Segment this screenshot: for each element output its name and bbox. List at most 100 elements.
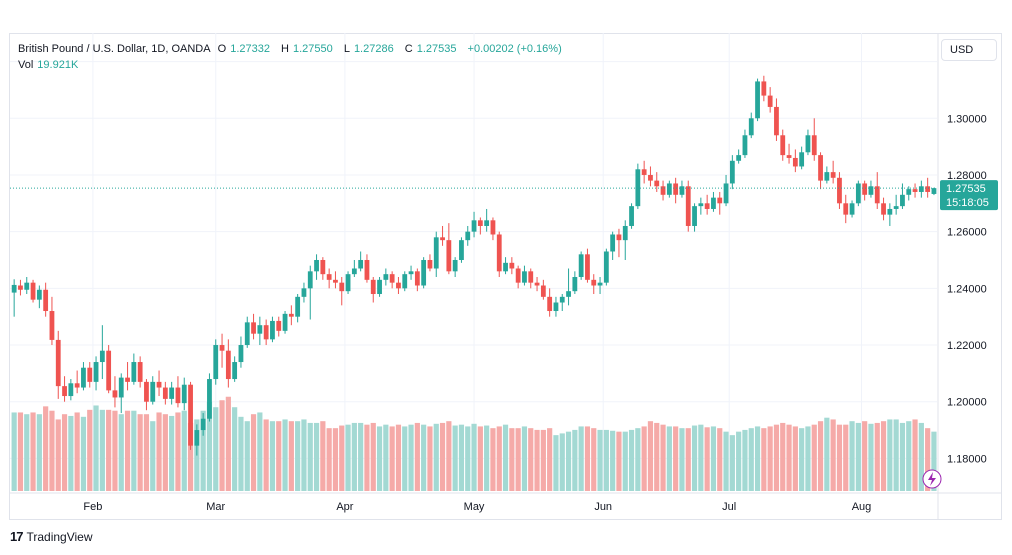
- volume-bar: [55, 419, 61, 491]
- volume-bar: [906, 421, 912, 491]
- candle-body: [282, 313, 288, 331]
- volume-bar: [868, 423, 874, 491]
- volume-bar: [767, 426, 773, 491]
- candle-body: [440, 237, 445, 241]
- candle-body: [270, 320, 275, 340]
- candle-body: [786, 155, 792, 158]
- candle-body: [333, 279, 338, 283]
- volume-bar: [213, 407, 219, 491]
- candle-body: [232, 362, 238, 380]
- volume-bar: [80, 416, 87, 491]
- volume-bar: [654, 422, 660, 491]
- volume-bar: [799, 428, 805, 491]
- volume-bar: [238, 416, 244, 491]
- candle-body: [761, 81, 767, 96]
- currency-button[interactable]: USD: [941, 39, 997, 61]
- candle-body: [503, 262, 508, 272]
- candle-body: [774, 106, 779, 136]
- volume-bar: [836, 424, 843, 491]
- x-tick-label: Aug: [852, 501, 872, 513]
- candle-body: [181, 384, 187, 404]
- volume-bar: [673, 426, 679, 491]
- candle-body: [106, 350, 112, 391]
- candle-body: [578, 254, 584, 277]
- volume-bar: [817, 421, 824, 491]
- x-tick-label: Feb: [83, 501, 102, 513]
- candle-body: [528, 271, 534, 283]
- candle-body: [465, 231, 471, 241]
- candle-body: [169, 387, 175, 399]
- candle-body: [717, 197, 723, 204]
- candle-body: [62, 386, 67, 397]
- volume-bar: [717, 428, 723, 491]
- volume-bar: [295, 421, 301, 491]
- volume-bar: [647, 421, 654, 491]
- tradingview-logo: 17: [10, 529, 24, 544]
- volume-bar: [282, 419, 288, 491]
- volume-bar: [206, 401, 213, 491]
- candle-body: [484, 220, 490, 226]
- candle-body: [566, 291, 571, 297]
- candle-body: [666, 183, 672, 195]
- volume-bar: [112, 410, 118, 491]
- volume-bar: [320, 421, 326, 491]
- y-tick-label: 1.28000: [947, 170, 987, 182]
- volume-bar: [458, 424, 465, 491]
- candle-body: [433, 237, 439, 269]
- candle-body: [912, 189, 918, 192]
- candle-body: [780, 135, 786, 156]
- volume-bar: [446, 421, 452, 491]
- volume-bar: [36, 414, 42, 491]
- candle-body: [402, 274, 408, 289]
- volume-bar: [742, 429, 748, 491]
- candle-body: [534, 282, 540, 286]
- candle-body: [622, 225, 628, 241]
- candle-body: [918, 186, 924, 192]
- candle-body: [585, 254, 590, 280]
- candle-body: [843, 203, 849, 215]
- candle-body: [276, 320, 282, 331]
- volume-bar: [553, 435, 559, 491]
- candle-body: [137, 362, 143, 382]
- candle-body: [55, 339, 61, 387]
- candle-body: [81, 367, 86, 388]
- volume-bar: [565, 431, 572, 491]
- candle-body: [868, 186, 874, 195]
- volume-bar: [521, 426, 528, 491]
- volume-bar: [641, 426, 647, 491]
- volume-bar: [389, 426, 395, 491]
- candle-body: [207, 379, 212, 419]
- volume-bar: [584, 426, 591, 491]
- volume-bar: [143, 414, 150, 491]
- candle-body: [370, 279, 376, 295]
- volume-bar: [364, 424, 370, 491]
- candle-body: [931, 188, 937, 194]
- volume-bar: [471, 423, 477, 491]
- symbol-title: British Pound / U.S. Dollar, 1D, OANDA: [18, 43, 211, 55]
- candle-body: [603, 251, 609, 283]
- volume-bar: [635, 428, 641, 491]
- volume-bar: [780, 422, 786, 491]
- volume-bar: [811, 424, 817, 491]
- volume-bar: [484, 425, 490, 491]
- volume-bar: [257, 412, 263, 491]
- volume-bar: [339, 425, 345, 491]
- x-tick-label: Apr: [336, 501, 353, 513]
- open-value: 1.27332: [230, 43, 270, 55]
- candle-body: [755, 81, 760, 119]
- candle-body: [837, 177, 842, 204]
- volume-bar: [477, 426, 483, 491]
- volume-bar: [351, 422, 357, 491]
- volume-bar: [421, 424, 427, 491]
- candle-body: [748, 118, 754, 136]
- candle-body: [118, 377, 124, 398]
- candle-body: [200, 418, 206, 431]
- candle-body: [446, 240, 452, 272]
- candle-body: [49, 311, 55, 340]
- candle-body: [175, 387, 181, 404]
- y-tick-label: 1.26000: [947, 227, 987, 239]
- candle-body: [326, 274, 332, 280]
- volume-bar: [452, 425, 458, 491]
- volume-bar: [805, 426, 811, 491]
